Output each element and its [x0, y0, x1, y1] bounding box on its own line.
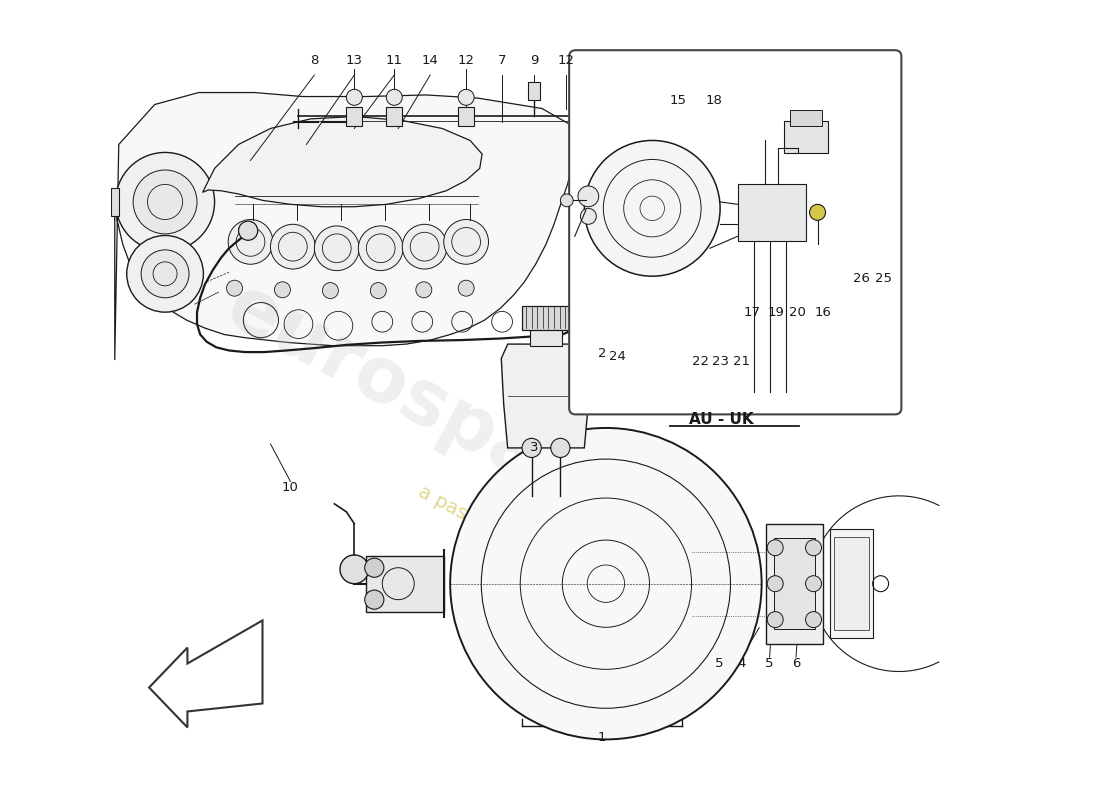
Circle shape	[810, 204, 825, 220]
Circle shape	[459, 90, 474, 106]
Text: 3: 3	[530, 442, 538, 454]
Circle shape	[450, 428, 761, 739]
Text: 7: 7	[498, 54, 506, 67]
Text: 6: 6	[792, 657, 800, 670]
Circle shape	[805, 576, 822, 592]
Bar	[738, 183, 805, 241]
Bar	[528, 82, 540, 100]
Text: 22: 22	[692, 355, 708, 368]
Polygon shape	[202, 117, 482, 206]
Text: 5: 5	[715, 657, 724, 670]
Bar	[111, 187, 119, 216]
Text: 2: 2	[597, 347, 606, 360]
Circle shape	[805, 540, 822, 556]
Text: 20: 20	[789, 306, 806, 318]
Circle shape	[548, 420, 576, 449]
Circle shape	[371, 282, 386, 298]
Circle shape	[227, 280, 242, 296]
Circle shape	[416, 282, 432, 298]
Circle shape	[386, 90, 403, 106]
Bar	[386, 107, 403, 126]
Bar	[784, 122, 828, 154]
Circle shape	[767, 576, 783, 592]
Text: 18: 18	[705, 94, 723, 107]
Circle shape	[315, 226, 359, 270]
Circle shape	[767, 540, 783, 556]
Circle shape	[584, 141, 720, 276]
Text: 19: 19	[768, 306, 784, 318]
Text: 10: 10	[282, 482, 299, 494]
Circle shape	[359, 226, 403, 270]
Text: 5: 5	[766, 657, 774, 670]
Text: 4: 4	[737, 657, 746, 670]
Circle shape	[365, 558, 384, 578]
Text: 14: 14	[421, 54, 439, 67]
Polygon shape	[366, 556, 443, 612]
Circle shape	[116, 153, 214, 251]
Circle shape	[459, 280, 474, 296]
Circle shape	[443, 219, 488, 264]
Polygon shape	[150, 621, 263, 727]
Circle shape	[239, 221, 257, 240]
Bar	[829, 530, 873, 638]
Text: a passion for parts since 1989: a passion for parts since 1989	[416, 482, 684, 638]
Bar	[530, 328, 562, 346]
Text: 17: 17	[744, 306, 760, 318]
Circle shape	[560, 194, 573, 206]
Text: 12: 12	[558, 54, 574, 67]
Bar	[834, 538, 869, 630]
Polygon shape	[502, 344, 591, 448]
Polygon shape	[522, 306, 570, 330]
FancyBboxPatch shape	[569, 50, 901, 414]
Bar	[459, 107, 474, 126]
Text: 11: 11	[386, 54, 403, 67]
Circle shape	[141, 250, 189, 298]
Text: AU - UK: AU - UK	[690, 412, 754, 426]
Circle shape	[767, 612, 783, 628]
Text: 16: 16	[815, 306, 832, 318]
Text: 15: 15	[669, 94, 686, 107]
Text: 8: 8	[310, 54, 319, 67]
Text: 24: 24	[609, 350, 626, 362]
Text: 12: 12	[458, 54, 474, 67]
Circle shape	[522, 438, 541, 458]
Circle shape	[228, 219, 273, 264]
Bar	[773, 538, 815, 630]
Polygon shape	[114, 93, 574, 360]
Text: 26: 26	[852, 272, 870, 285]
Circle shape	[126, 235, 204, 312]
Bar	[766, 524, 823, 643]
Circle shape	[578, 186, 598, 206]
Circle shape	[551, 438, 570, 458]
Text: eurospares: eurospares	[214, 270, 675, 562]
Bar	[791, 110, 823, 126]
Circle shape	[275, 282, 290, 298]
Text: 21: 21	[734, 355, 750, 368]
Circle shape	[581, 208, 596, 224]
Circle shape	[340, 555, 368, 584]
Circle shape	[805, 612, 822, 628]
Text: 9: 9	[530, 54, 538, 67]
Circle shape	[346, 90, 362, 106]
Text: 1: 1	[597, 730, 606, 743]
Text: 23: 23	[712, 355, 728, 368]
Bar	[346, 107, 362, 126]
Text: 13: 13	[345, 54, 363, 67]
Circle shape	[271, 224, 316, 269]
Text: 25: 25	[876, 272, 892, 285]
Circle shape	[365, 590, 384, 610]
Circle shape	[133, 170, 197, 234]
Circle shape	[403, 224, 447, 269]
Circle shape	[322, 282, 339, 298]
